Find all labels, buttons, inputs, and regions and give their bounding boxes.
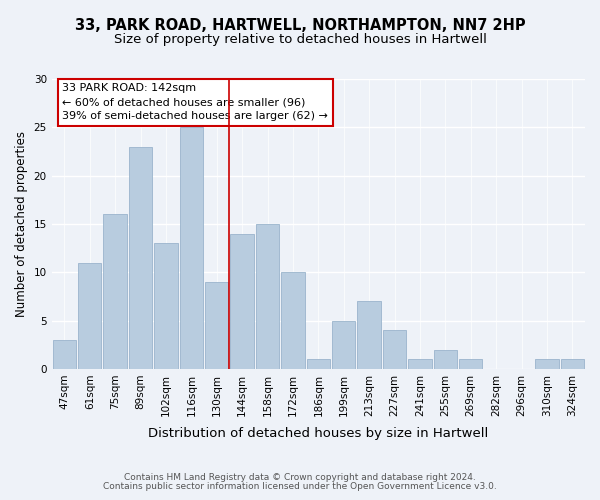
- Bar: [256, 224, 279, 369]
- Bar: [332, 320, 355, 369]
- Bar: [358, 302, 381, 369]
- Bar: [408, 359, 431, 369]
- Text: 33, PARK ROAD, HARTWELL, NORTHAMPTON, NN7 2HP: 33, PARK ROAD, HARTWELL, NORTHAMPTON, NN…: [74, 18, 526, 32]
- Bar: [307, 359, 330, 369]
- Bar: [53, 340, 76, 369]
- Bar: [179, 128, 203, 369]
- Bar: [535, 359, 559, 369]
- Bar: [129, 146, 152, 369]
- Bar: [78, 262, 101, 369]
- Bar: [205, 282, 229, 369]
- Text: Size of property relative to detached houses in Hartwell: Size of property relative to detached ho…: [113, 32, 487, 46]
- Bar: [434, 350, 457, 369]
- Bar: [230, 234, 254, 369]
- Text: Contains public sector information licensed under the Open Government Licence v3: Contains public sector information licen…: [103, 482, 497, 491]
- Y-axis label: Number of detached properties: Number of detached properties: [15, 131, 28, 317]
- Bar: [154, 244, 178, 369]
- Bar: [383, 330, 406, 369]
- Bar: [281, 272, 305, 369]
- Bar: [103, 214, 127, 369]
- X-axis label: Distribution of detached houses by size in Hartwell: Distribution of detached houses by size …: [148, 427, 488, 440]
- Bar: [560, 359, 584, 369]
- Text: Contains HM Land Registry data © Crown copyright and database right 2024.: Contains HM Land Registry data © Crown c…: [124, 472, 476, 482]
- Text: 33 PARK ROAD: 142sqm
← 60% of detached houses are smaller (96)
39% of semi-detac: 33 PARK ROAD: 142sqm ← 60% of detached h…: [62, 84, 328, 122]
- Bar: [459, 359, 482, 369]
